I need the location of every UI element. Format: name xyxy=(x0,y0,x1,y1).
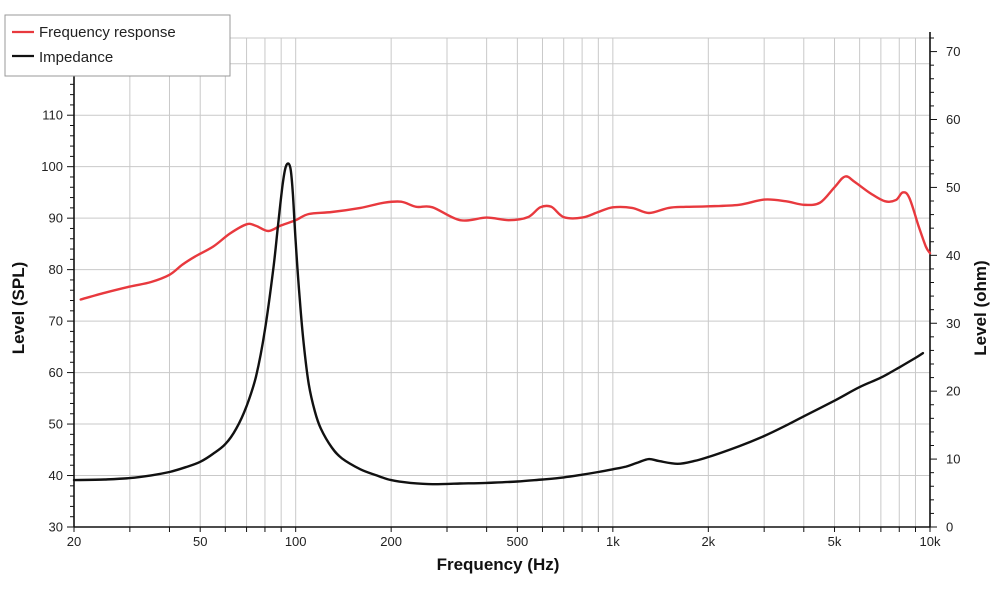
right-tick-label: 0 xyxy=(946,520,953,535)
legend-box xyxy=(4,14,231,77)
left-tick-label: 40 xyxy=(49,468,63,483)
series-line-frequency-response xyxy=(79,175,932,301)
left-tick-label: 100 xyxy=(41,159,63,174)
left-tick-label: 70 xyxy=(49,314,63,329)
axes xyxy=(73,32,931,528)
left-tick-label: 80 xyxy=(49,262,63,277)
bottom-tick-label: 200 xyxy=(380,534,402,549)
bottom-tick-label: 500 xyxy=(507,534,529,549)
bottom-tick-label: 50 xyxy=(193,534,207,549)
bottom-axis-ticks: 20 50 100 200 500 1k 2k 5k 10k xyxy=(67,527,941,549)
bottom-tick-label: 100 xyxy=(285,534,307,549)
x-grid-lines xyxy=(73,38,931,527)
y2-axis-title: Level (ohm) xyxy=(971,260,990,355)
left-tick-label: 90 xyxy=(49,211,63,226)
right-tick-label: 50 xyxy=(946,180,960,195)
right-tick-label: 10 xyxy=(946,452,960,467)
left-tick-label: 110 xyxy=(42,108,63,123)
legend: Frequency response Impedance xyxy=(4,14,231,77)
bottom-tick-label: 5k xyxy=(828,534,842,549)
legend-label-frequency-response: Frequency response xyxy=(39,24,176,41)
left-tick-label: 30 xyxy=(49,520,63,535)
right-tick-label: 70 xyxy=(946,44,960,59)
y-grid-lines xyxy=(74,37,930,477)
x-axis-title: Frequency (Hz) xyxy=(437,555,560,574)
bottom-tick-label: 1k xyxy=(606,534,620,549)
bottom-tick-label: 2k xyxy=(701,534,715,549)
right-axis-ticks: 0 10 20 30 40 50 60 70 xyxy=(930,37,960,535)
left-tick-label: 60 xyxy=(49,365,63,380)
right-tick-label: 60 xyxy=(946,112,960,127)
series-layer xyxy=(72,162,932,486)
legend-label-impedance: Impedance xyxy=(39,49,113,66)
right-tick-label: 20 xyxy=(946,384,960,399)
left-axis-ticks: 30405060708090100110120 xyxy=(41,42,74,535)
bottom-tick-label: 20 xyxy=(67,534,81,549)
right-tick-label: 30 xyxy=(946,316,960,331)
y-axis-title: Level (SPL) xyxy=(9,262,28,355)
series-line-impedance xyxy=(72,162,925,486)
right-tick-label: 40 xyxy=(946,248,960,263)
left-tick-label: 50 xyxy=(49,417,63,432)
bottom-tick-label: 10k xyxy=(920,534,941,549)
